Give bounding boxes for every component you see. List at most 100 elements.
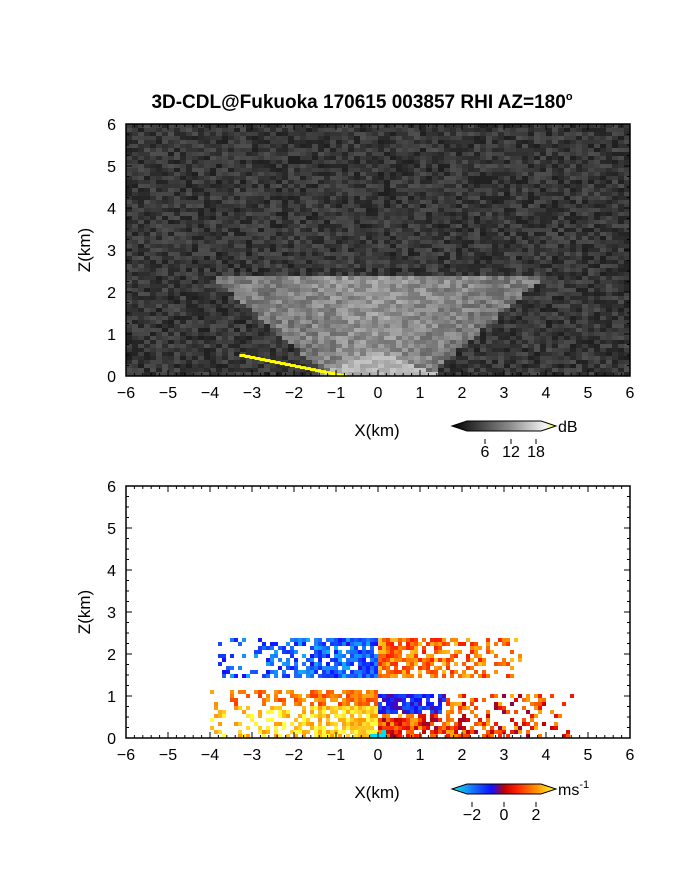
backscatter-pixel (600, 196, 606, 200)
backscatter-pixel (408, 160, 414, 164)
backscatter-pixel (462, 356, 468, 360)
backscatter-pixel (540, 152, 546, 156)
backscatter-pixel (516, 140, 522, 144)
backscatter-pixel (342, 264, 348, 268)
backscatter-pixel (198, 252, 204, 256)
backscatter-pixel (216, 228, 222, 232)
backscatter-pixel (528, 132, 534, 136)
backscatter-pixel (576, 248, 582, 252)
backscatter-pixel (312, 188, 318, 192)
backscatter-pixel (420, 248, 426, 252)
backscatter-pixel (414, 200, 420, 204)
backscatter-pixel (312, 176, 318, 180)
backscatter-pixel (444, 324, 450, 328)
backscatter-pixel (498, 316, 504, 320)
backscatter-pixel (504, 224, 510, 228)
backscatter-pixel (420, 176, 426, 180)
backscatter-pixel (396, 344, 402, 348)
backscatter-pixel (390, 348, 396, 352)
backscatter-pixel (156, 252, 162, 256)
backscatter-pixel (468, 196, 474, 200)
backscatter-pixel (450, 204, 456, 208)
backscatter-pixel (252, 124, 258, 128)
backscatter-pixel (366, 220, 372, 224)
backscatter-pixel (510, 260, 516, 264)
backscatter-pixel (264, 348, 270, 352)
backscatter-pixel (150, 256, 156, 260)
backscatter-pixel (186, 352, 192, 356)
backscatter-pixel (468, 236, 474, 240)
backscatter-pixel (588, 176, 594, 180)
backscatter-pixel (420, 140, 426, 144)
backscatter-pixel (444, 176, 450, 180)
backscatter-pixel (546, 348, 552, 352)
backscatter-pixel (594, 244, 600, 248)
backscatter-pixel (210, 308, 216, 312)
backscatter-pixel (486, 280, 492, 284)
backscatter-pixel (594, 252, 600, 256)
backscatter-pixel (156, 224, 162, 228)
backscatter-pixel (360, 164, 366, 168)
backscatter-pixel (540, 220, 546, 224)
backscatter-pixel (234, 220, 240, 224)
backscatter-pixel (486, 168, 492, 172)
backscatter-pixel (240, 328, 246, 332)
backscatter-pixel (618, 344, 624, 348)
backscatter-pixel (210, 280, 216, 284)
backscatter-pixel (204, 208, 210, 212)
backscatter-pixel (330, 272, 336, 276)
backscatter-pixel (222, 224, 228, 228)
backscatter-pixel (516, 332, 522, 336)
backscatter-pixel (444, 336, 450, 340)
backscatter-pixel (204, 196, 210, 200)
backscatter-pixel (246, 292, 252, 296)
backscatter-pixel (192, 248, 198, 252)
backscatter-pixel (144, 348, 150, 352)
backscatter-pixel (372, 276, 378, 280)
backscatter-pixel (570, 304, 576, 308)
backscatter-pixel (474, 288, 480, 292)
backscatter-pixel (510, 184, 516, 188)
backscatter-pixel (168, 316, 174, 320)
backscatter-pixel (180, 328, 186, 332)
backscatter-pixel (306, 180, 312, 184)
backscatter-pixel (168, 332, 174, 336)
backscatter-pixel (240, 124, 246, 128)
backscatter-pixel (582, 300, 588, 304)
backscatter-pixel (354, 260, 360, 264)
backscatter-pixel (390, 340, 396, 344)
backscatter-pixel (294, 336, 300, 340)
backscatter-pixel (156, 140, 162, 144)
backscatter-pixel (330, 268, 336, 272)
backscatter-pixel (240, 212, 246, 216)
backscatter-pixel (516, 288, 522, 292)
backscatter-pixel (582, 200, 588, 204)
backscatter-pixel (330, 260, 336, 264)
backscatter-pixel (264, 180, 270, 184)
backscatter-pixel (144, 292, 150, 296)
backscatter-pixel (444, 148, 450, 152)
backscatter-pixel (174, 220, 180, 224)
backscatter-pixel (348, 328, 354, 332)
backscatter-pixel (204, 272, 210, 276)
backscatter-pixel (330, 328, 336, 332)
backscatter-pixel (288, 176, 294, 180)
backscatter-pixel (432, 168, 438, 172)
backscatter-pixel (288, 264, 294, 268)
backscatter-pixel (486, 240, 492, 244)
backscatter-pixel (570, 328, 576, 332)
backscatter-pixel (570, 152, 576, 156)
backscatter-pixel (624, 224, 630, 228)
backscatter-pixel (462, 172, 468, 176)
backscatter-pixel (432, 292, 438, 296)
backscatter-pixel (594, 160, 600, 164)
backscatter-pixel (240, 140, 246, 144)
backscatter-pixel (612, 256, 618, 260)
backscatter-pixel (192, 132, 198, 136)
backscatter-pixel (402, 156, 408, 160)
backscatter-pixel (498, 156, 504, 160)
backscatter-pixel (462, 324, 468, 328)
backscatter-pixel (300, 348, 306, 352)
backscatter-pixel (348, 132, 354, 136)
backscatter-pixel (168, 124, 174, 128)
